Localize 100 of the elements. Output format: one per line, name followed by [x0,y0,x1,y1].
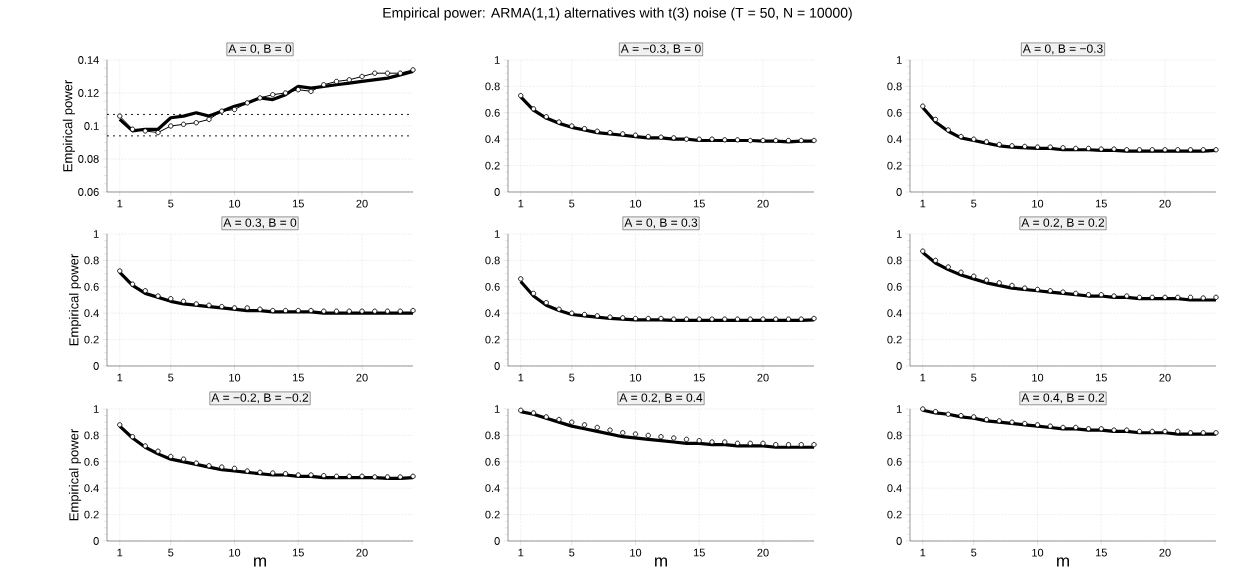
y-tick-label: 0.2 [887,335,902,344]
y-tick-label: 1 [93,405,99,413]
y-tick-label: 0 [494,537,500,545]
text: Empirical power: ARMA(1,1) alternatives with t(3) noise (T = 50, N = 10000) [383,7,852,21]
x-tick-label: 10 [630,199,642,208]
y-tick-label: 1 [494,230,500,238]
x-tick-label: 1 [518,199,524,208]
x-tick-label: 1 [117,548,123,557]
chart-title: A = 0, B = 0 [228,44,292,55]
y-tick-label: 0.4 [887,484,902,493]
x-tick-label: 15 [693,548,705,557]
y-tick-label: 0.8 [887,82,902,91]
x-tick-label: 15 [1095,548,1107,557]
x-tick-label: 20 [1159,199,1171,208]
x-tick-label: 10 [1032,199,1044,208]
x-tick-label: 10 [229,373,241,382]
y-tick-label: 0.06 [78,188,99,196]
x-tick-label: 20 [356,373,368,382]
y-tick-label: 0.4 [485,309,500,318]
x-tick-label: 15 [292,548,304,557]
y-tick-label: 0.4 [485,135,500,144]
x-tick-label: 20 [356,548,368,557]
y-tick-label: 0.8 [485,431,500,440]
x-tick-label: 1 [117,373,123,382]
x-tick-label: 5 [168,199,174,208]
y-tick-label: 0.2 [887,161,902,170]
x-tick-label: 5 [971,548,977,557]
y-tick-label: 0.2 [485,510,500,519]
y-tick-label: 1 [896,405,902,413]
y-tick-label: 0 [896,362,902,370]
y-tick-label: 0.08 [78,155,99,163]
x-tick-label: 20 [1159,548,1171,557]
y-tick-label: 1 [896,56,902,64]
y-tick-label: 1 [896,230,902,238]
x-tick-label: 20 [1159,373,1171,382]
y-tick-label: 0.6 [485,457,500,466]
chart-title: A = −0.2, B = −0.2 [211,393,309,404]
y-tick-label: 0.6 [84,457,99,466]
chart-title: A = 0.3, B = 0 [223,218,297,229]
x-tick-label: 15 [1095,373,1107,382]
y-tick-label: 0.12 [78,89,99,97]
x-tick-label: 10 [229,548,241,557]
x-tick-label: 5 [569,548,575,557]
y-tick-label: 0.2 [84,335,99,344]
y-tick-label: 0.8 [485,256,500,265]
y-tick-label: 0.1 [84,122,99,130]
x-tick-label: 5 [971,199,977,208]
x-tick-label: 1 [920,373,926,382]
y-tick-label: 0.14 [78,56,99,64]
chart-title: A = −0.3, B = 0 [620,44,701,55]
x-tick-label: 10 [630,548,642,557]
x-tick-label: 20 [757,548,769,557]
y-tick-label: 0.8 [485,82,500,91]
x-tick-label: 1 [117,199,123,208]
y-tick-label: 0 [494,362,500,370]
x-tick-label: 20 [757,373,769,382]
y-axis-title: Empirical power [62,80,75,172]
y-tick-label: 0.8 [887,431,902,440]
y-axis-title: Empirical power [68,254,82,346]
x-tick-label: 15 [292,199,304,208]
y-tick-label: 0.4 [84,484,99,493]
y-tick-label: 0 [93,537,99,545]
y-tick-label: 0.2 [84,510,99,519]
x-tick-label: 1 [518,548,524,557]
y-tick-label: 0.6 [887,282,902,291]
x-tick-label: 5 [569,373,575,382]
y-tick-label: 1 [494,56,500,64]
y-tick-label: 0.8 [84,431,99,440]
x-tick-label: 15 [1095,199,1107,208]
x-axis-title: m [1057,557,1069,567]
x-tick-label: 15 [693,373,705,382]
y-tick-label: 1 [93,230,99,238]
x-tick-label: 5 [971,373,977,382]
x-tick-label: 1 [920,199,926,208]
x-tick-label: 10 [1032,373,1044,382]
y-tick-label: 0.6 [84,282,99,291]
chart-title: A = 0, B = 0.3 [624,218,698,229]
x-tick-label: 1 [920,548,926,557]
y-tick-label: 0.4 [887,309,902,318]
y-axis-title: Empirical power [68,429,82,521]
y-tick-label: 0 [93,362,99,370]
x-tick-label: 15 [292,373,304,382]
y-tick-label: 0 [896,537,902,545]
x-tick-label: 15 [693,199,705,208]
y-tick-label: 0.2 [887,510,902,519]
y-tick-label: 0.6 [887,457,902,466]
x-tick-label: 10 [229,199,241,208]
x-axis-title: m [254,557,266,567]
chart-title: A = 0, B = −0.3 [1022,44,1103,55]
chart-title: A = 0.4, B = 0.2 [1021,393,1105,404]
x-tick-label: 20 [356,199,368,208]
y-tick-label: 0.4 [485,484,500,493]
y-tick-label: 0 [896,188,902,196]
x-tick-label: 10 [630,373,642,382]
x-axis-title: m [655,557,667,567]
x-tick-label: 5 [168,373,174,382]
y-tick-label: 0.8 [84,256,99,265]
y-tick-label: 0.4 [887,135,902,144]
y-tick-label: 0.6 [887,108,902,117]
x-tick-label: 10 [1032,548,1044,557]
